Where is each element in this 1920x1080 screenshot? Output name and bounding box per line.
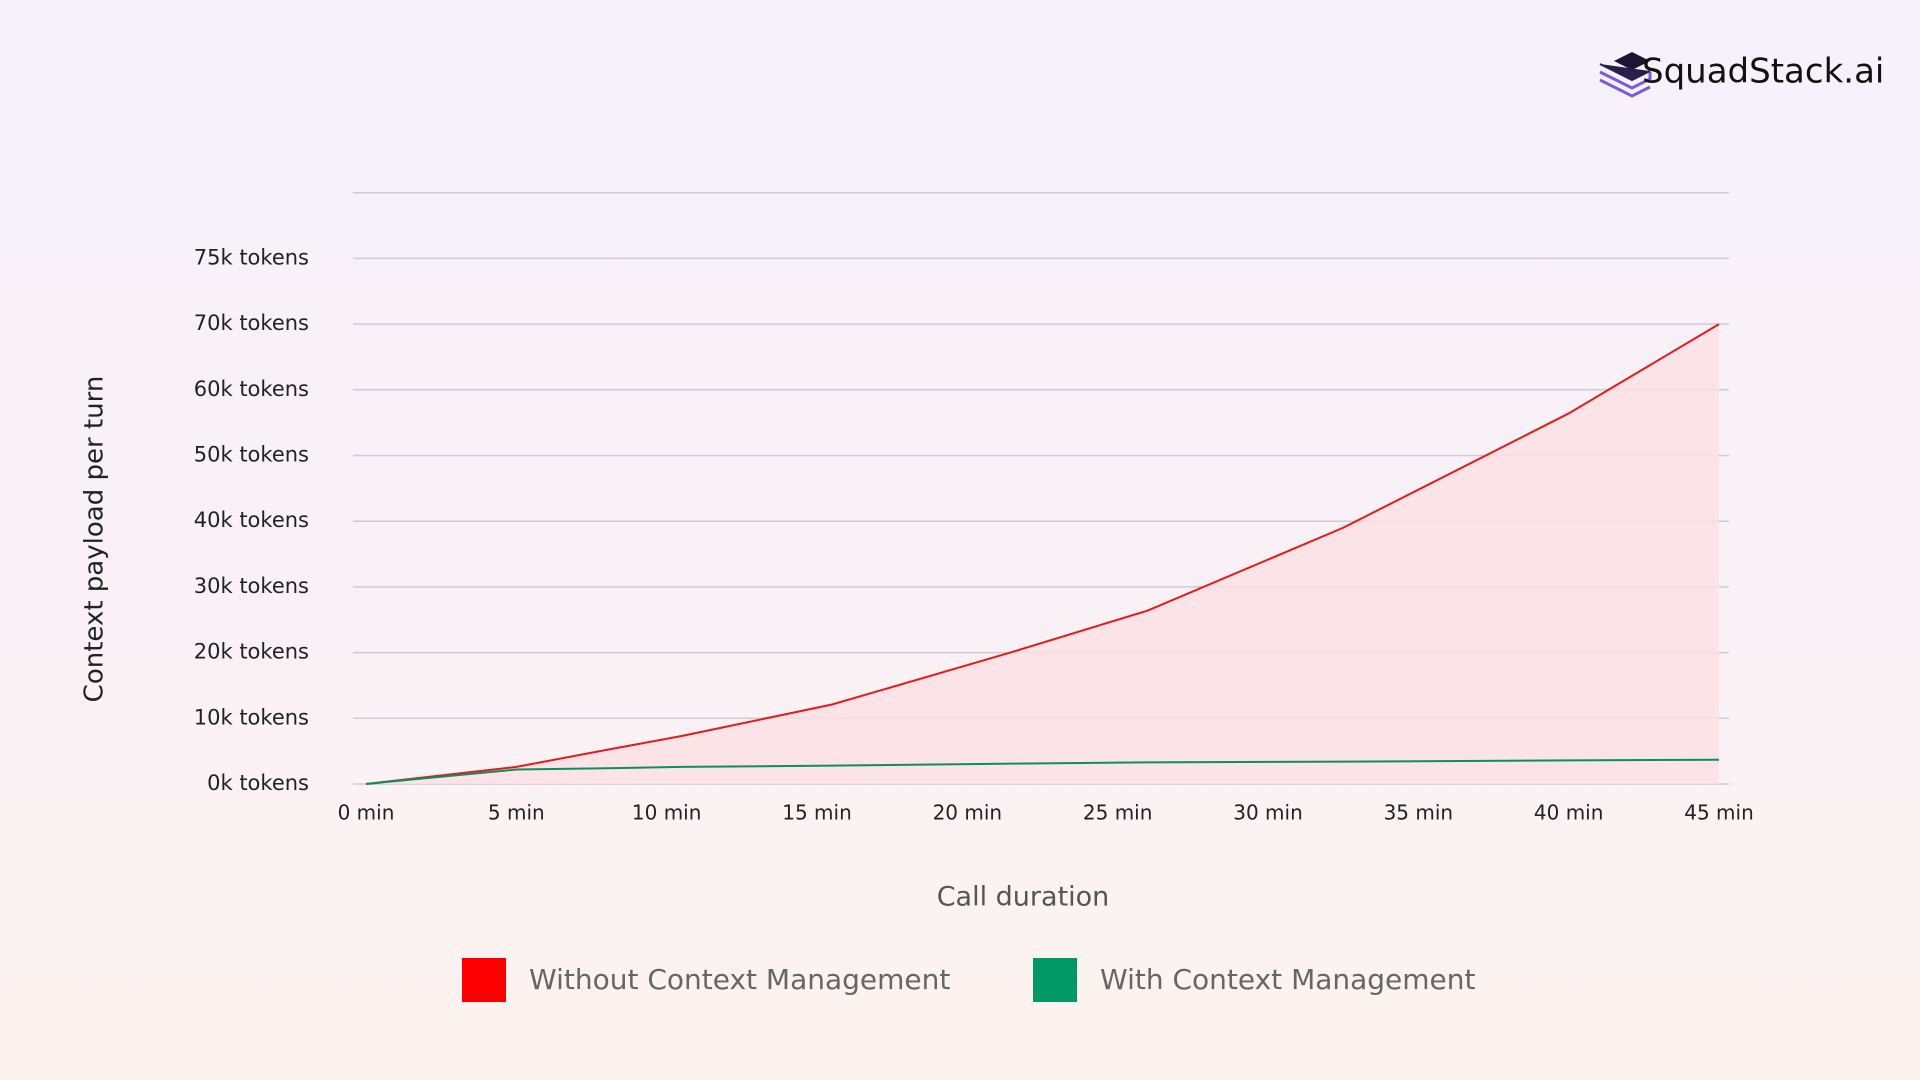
legend-swatch: [1033, 958, 1077, 1002]
x-tick-label: 20 min: [933, 801, 1003, 825]
legend-swatch: [462, 958, 506, 1002]
y-axis-title: Context payload per turn: [80, 376, 110, 703]
legend-label: With Context Management: [1100, 963, 1476, 996]
y-tick-label: 20k tokens: [194, 640, 309, 664]
line: [365, 758, 1720, 785]
y-tick-label: 0k tokens: [207, 771, 309, 795]
legend-label: Without Context Management: [529, 963, 950, 996]
x-tick-label: 10 min: [632, 801, 702, 825]
x-tick-label: 40 min: [1534, 801, 1604, 825]
area: [366, 324, 1719, 784]
y-tick-label: 50k tokens: [194, 443, 309, 467]
x-tick-label: 35 min: [1384, 801, 1454, 825]
x-tick-label: 30 min: [1233, 801, 1303, 825]
y-tick-label: 10k tokens: [194, 705, 309, 729]
y-tick-label: 60k tokens: [194, 377, 309, 401]
x-tick-label: 15 min: [782, 801, 852, 825]
y-tick-label: 75k tokens: [194, 245, 309, 269]
brand: SquadStack.ai: [1642, 52, 1884, 92]
x-tick-label: 0 min: [338, 801, 395, 825]
x-axis-title: Call duration: [937, 882, 1110, 913]
y-tick-label: 70k tokens: [194, 311, 309, 335]
x-tick-label: 5 min: [488, 801, 545, 825]
logo-icon: [1599, 52, 1652, 98]
x-tick-label: 45 min: [1684, 801, 1754, 825]
line: [365, 323, 1720, 785]
y-tick-label: 40k tokens: [194, 508, 309, 532]
x-tick-label: 25 min: [1083, 801, 1153, 825]
y-tick-label: 30k tokens: [194, 574, 309, 598]
